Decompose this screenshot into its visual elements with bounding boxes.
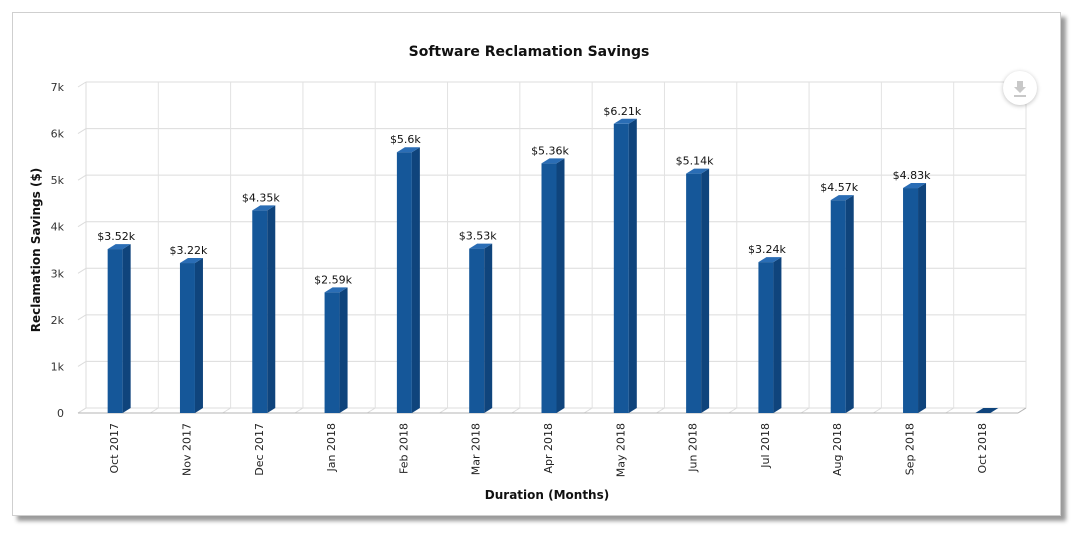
- floor-line: [366, 407, 376, 414]
- floor-line: [150, 407, 159, 414]
- data-label: $3.53k: [459, 230, 497, 243]
- bar-top: [686, 168, 710, 174]
- x-tick-label: Oct 2017: [108, 423, 121, 474]
- bar-front: [179, 263, 195, 413]
- bar-front: [396, 152, 412, 413]
- bar-side: [556, 158, 565, 413]
- bar-top: [830, 195, 854, 201]
- y-tick-label: 4k: [51, 221, 65, 234]
- bar-top: [613, 118, 637, 124]
- x-tick-label: Dec 2017: [253, 423, 266, 476]
- x-tick-label: Nov 2017: [180, 423, 193, 476]
- y-axis-title: Reclamation Savings ($): [29, 168, 43, 333]
- floor-line: [873, 407, 882, 414]
- bar-front: [324, 292, 340, 413]
- bar-top: [252, 205, 276, 211]
- bar-side: [773, 257, 782, 413]
- data-label: $4.35k: [242, 191, 280, 204]
- y-tick-label: 2k: [51, 314, 65, 327]
- bar-top: [903, 183, 927, 189]
- bar-side: [122, 244, 131, 413]
- bar-top: [396, 147, 420, 153]
- bar-side: [339, 287, 348, 413]
- data-label: $3.22k: [170, 244, 208, 257]
- floor-line: [800, 407, 810, 414]
- x-tick-label: Jan 2018: [325, 423, 338, 472]
- download-button[interactable]: [1003, 71, 1037, 105]
- gridline-side: [77, 221, 87, 228]
- bar-front: [541, 163, 557, 413]
- bar-side: [918, 183, 927, 413]
- data-label: $5.6k: [390, 133, 421, 146]
- bar-front: [758, 262, 774, 413]
- bar-front: [107, 249, 123, 413]
- bar-top: [179, 258, 203, 264]
- data-label: $3.52k: [97, 230, 135, 243]
- data-label: $2.59k: [314, 273, 352, 286]
- bar-top: [324, 287, 348, 293]
- bar-front: [613, 123, 629, 413]
- gridline-side: [77, 81, 87, 88]
- floor-line: [656, 407, 665, 414]
- bar-front: [903, 188, 919, 413]
- x-axis-end: [1017, 407, 1027, 414]
- floor-line: [439, 407, 448, 414]
- download-icon: [1014, 81, 1026, 97]
- bar-side: [845, 195, 854, 413]
- bar-front: [252, 210, 268, 413]
- bar-side: [628, 118, 637, 413]
- y-tick-label: 5k: [51, 174, 65, 187]
- x-tick-label: Jul 2018: [759, 423, 772, 469]
- y-tick-label: 3k: [51, 267, 65, 280]
- x-tick-label: May 2018: [614, 423, 627, 477]
- gridline-side: [77, 174, 87, 181]
- x-tick-label: Apr 2018: [542, 423, 555, 474]
- y-tick-label: 1k: [51, 360, 65, 373]
- gridline-side: [77, 361, 87, 367]
- x-tick-label: Aug 2018: [831, 423, 844, 476]
- data-label: $4.57k: [820, 181, 858, 194]
- floor-line: [294, 407, 304, 414]
- bar-side: [411, 147, 420, 413]
- floor-line: [583, 407, 593, 414]
- floor-line: [945, 407, 954, 414]
- floor-line: [728, 407, 738, 414]
- gridline-side: [77, 314, 87, 321]
- x-tick-label: Oct 2018: [976, 423, 989, 474]
- x-tick-label: Sep 2018: [904, 423, 917, 475]
- chart-title: Software Reclamation Savings: [409, 44, 650, 60]
- bar-side: [267, 205, 276, 413]
- data-label: $5.36k: [531, 144, 569, 157]
- bar-top: [469, 243, 493, 249]
- data-label: $5.14k: [676, 155, 714, 168]
- bar-side: [194, 258, 203, 413]
- bar-top: [975, 408, 999, 413]
- bar-top: [758, 257, 782, 263]
- data-label: $3.24k: [748, 243, 786, 256]
- floor-line: [77, 407, 87, 414]
- gridline-side: [77, 128, 87, 134]
- data-label: $4.83k: [893, 169, 931, 182]
- data-label: $6.21k: [603, 105, 641, 118]
- floor-line: [222, 407, 231, 414]
- bar-front: [469, 248, 485, 413]
- x-tick-label: Jun 2018: [687, 423, 700, 473]
- y-tick-label: 0: [57, 407, 64, 420]
- bar-front: [830, 200, 846, 413]
- gridline-side: [77, 267, 87, 274]
- y-tick-label: 6k: [51, 128, 65, 141]
- bar-top: [541, 158, 565, 164]
- bar-front: [686, 173, 702, 413]
- bar-side: [484, 243, 493, 413]
- x-tick-label: Feb 2018: [397, 423, 410, 474]
- x-axis-title: Duration (Months): [485, 488, 609, 502]
- floor-line: [511, 407, 521, 414]
- bar-top: [107, 244, 131, 250]
- x-tick-label: Mar 2018: [470, 423, 483, 475]
- y-tick-label: 7k: [51, 81, 65, 94]
- bar-side: [701, 168, 710, 413]
